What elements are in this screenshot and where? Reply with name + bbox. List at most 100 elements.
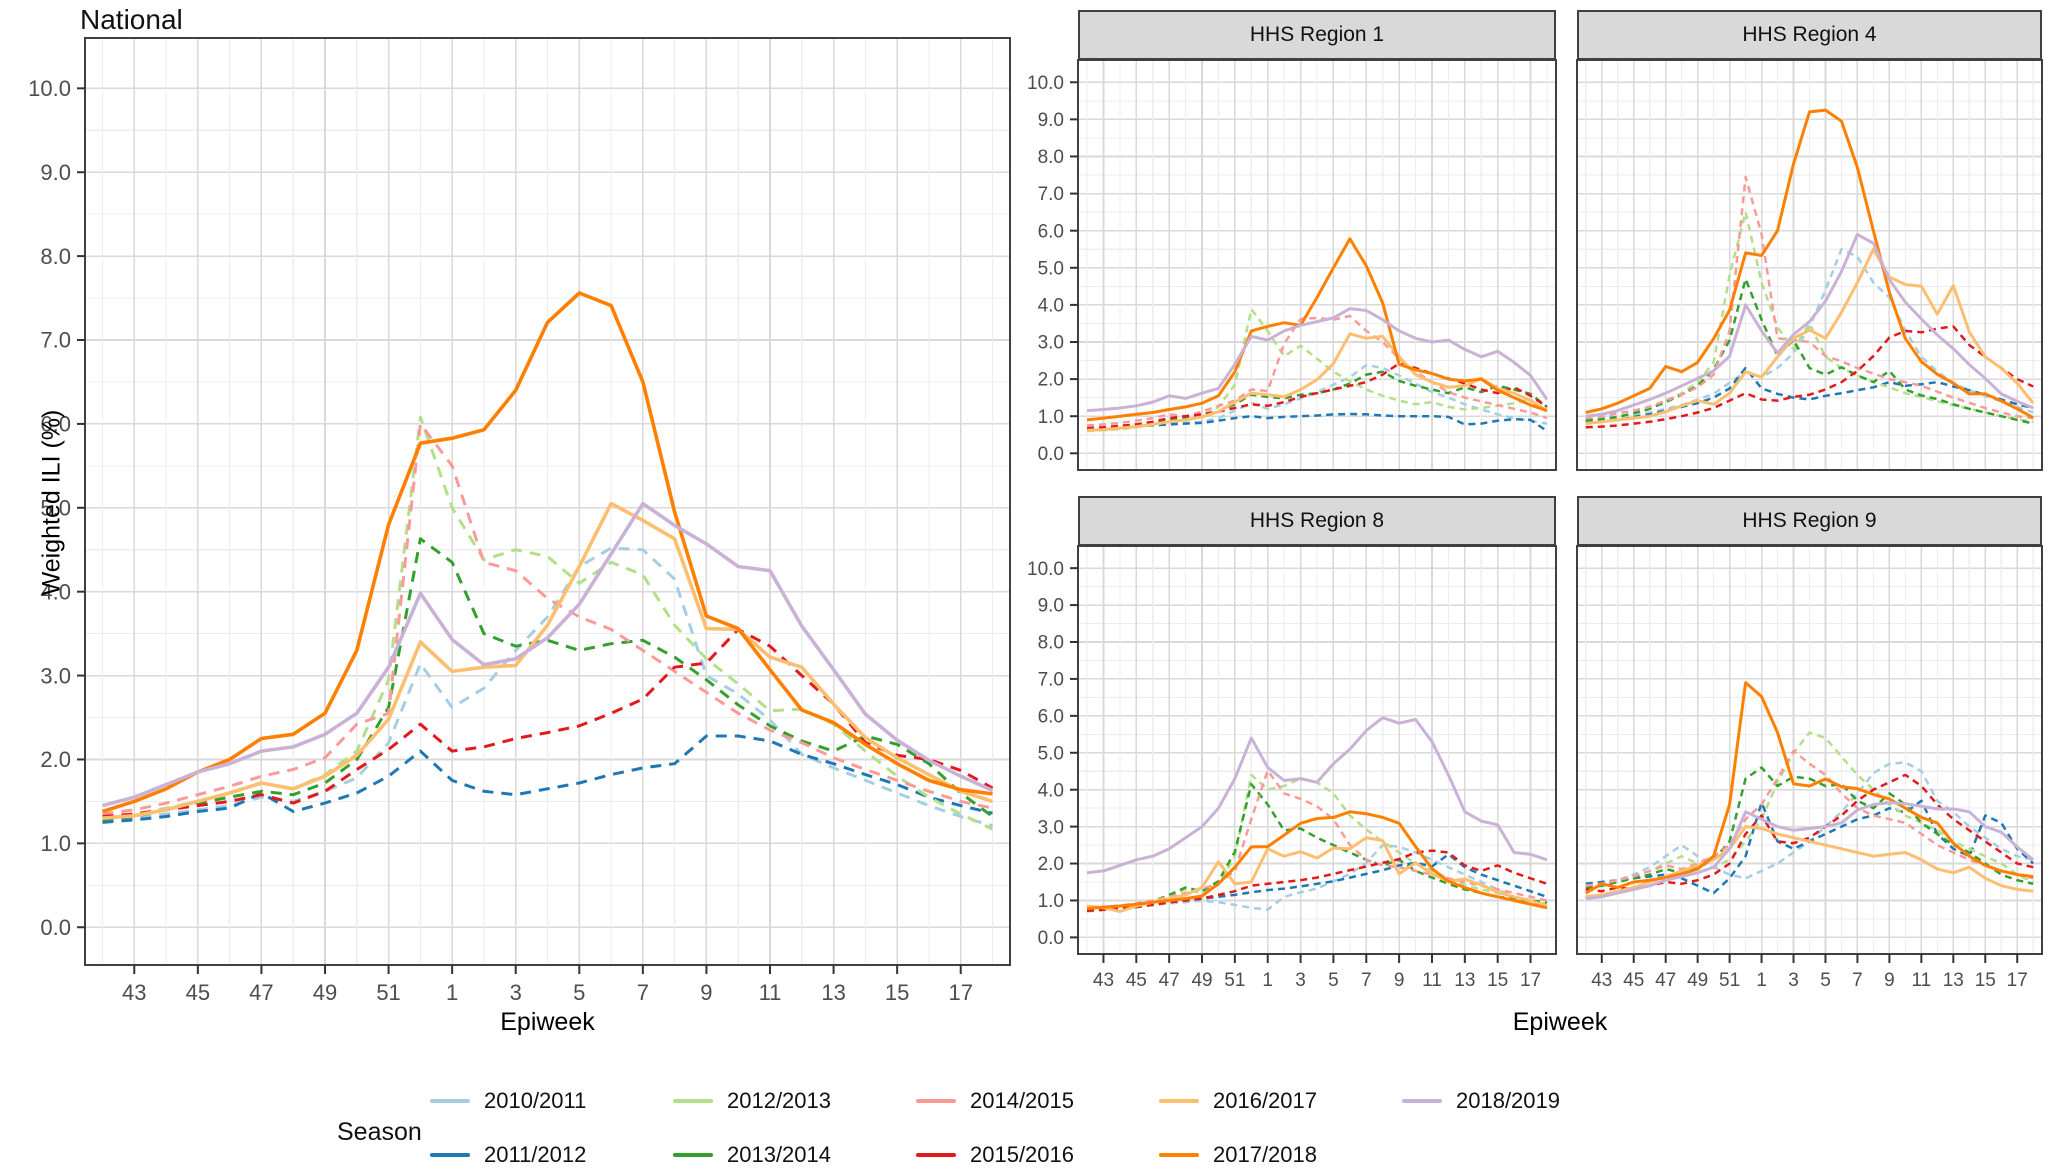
svg-text:43: 43 [1591, 970, 1612, 991]
series-line-2013-2014 [1086, 370, 1548, 431]
series-line-2018-2019 [102, 501, 994, 808]
svg-text:6.0: 6.0 [1038, 221, 1064, 242]
legend-item-label: 2011/2012 [484, 1142, 587, 1167]
legend: Season 2010/2011 2012/2013 2014/2015 201… [330, 1078, 1750, 1173]
legend-item-label: 2018/2019 [1456, 1088, 1560, 1113]
svg-text:5: 5 [1820, 970, 1831, 991]
svg-text:49: 49 [1687, 970, 1708, 991]
legend-line-swatch [430, 1099, 470, 1103]
svg-text:3.0: 3.0 [1038, 333, 1064, 354]
series-line-2016-2017 [102, 501, 994, 820]
svg-text:13: 13 [1943, 970, 1964, 991]
legend-item-2014-2015: 2014/2015 [916, 1088, 1159, 1114]
series-line-2011-2012 [102, 734, 993, 824]
series-lines [1086, 716, 1548, 913]
series-line-2014-2015 [1585, 175, 2034, 420]
svg-text:15: 15 [1975, 970, 1996, 991]
svg-text:3: 3 [1788, 970, 1799, 991]
x-axis-title-regions: Epiweek [1512, 1008, 1608, 1036]
svg-text:49: 49 [1191, 970, 1212, 991]
facet-strip-region-1: HHS Region 1 [1078, 10, 1556, 60]
svg-text:5.0: 5.0 [1038, 258, 1064, 279]
svg-text:1.0: 1.0 [1038, 407, 1064, 428]
axis-ticks-and-labels: 43 45 47 49 51 1 3 5 7 9 11 13 15 17 [1591, 954, 2028, 991]
series-line-2010-2011 [102, 546, 993, 828]
svg-text:51: 51 [1224, 970, 1245, 991]
svg-text:3: 3 [510, 980, 522, 1005]
panel-hhs-region-8: 0.0 1.0 2.0 3.0 4.0 5.0 6.0 7.0 8.0 9.0 10.0 43 45 47… [1027, 545, 1557, 991]
svg-text:0.0: 0.0 [1038, 444, 1064, 465]
svg-text:1: 1 [446, 980, 458, 1005]
national-panel-title: National [80, 4, 183, 35]
series-line-2014-2015 [102, 422, 993, 816]
series-line-2017-2018 [101, 291, 993, 814]
legend-line-swatch [673, 1099, 713, 1103]
svg-text:4.0: 4.0 [40, 579, 71, 604]
svg-text:0.0: 0.0 [40, 915, 71, 940]
legend-item-2010-2011: 2010/2011 [430, 1088, 673, 1114]
series-line-2015-2016 [1585, 325, 2034, 429]
facet-strip-region-9: HHS Region 9 [1577, 496, 2042, 546]
legend-line-swatch [1159, 1153, 1199, 1157]
series-line-2012-2013 [102, 415, 994, 831]
legend-line-swatch [916, 1153, 956, 1157]
svg-text:5.0: 5.0 [40, 495, 71, 520]
series-line-2017-2018 [1086, 237, 1548, 422]
series-line-2014-2015 [1086, 314, 1548, 427]
facet-strip-region-8: HHS Region 8 [1078, 496, 1556, 546]
y-axis-title: Weighted ILI (%) [37, 409, 66, 596]
series-line-2016-2017 [1585, 247, 2035, 426]
svg-text:9: 9 [1884, 970, 1895, 991]
svg-text:17: 17 [2007, 970, 2028, 991]
series-lines [101, 291, 994, 831]
series-line-2017-2018 [1086, 810, 1548, 911]
svg-text:6.0: 6.0 [40, 412, 71, 437]
svg-text:5: 5 [573, 980, 585, 1005]
svg-text:43: 43 [122, 980, 146, 1005]
series-line-2015-2016 [1086, 362, 1548, 430]
svg-text:1: 1 [1756, 970, 1767, 991]
svg-text:5: 5 [1328, 970, 1339, 991]
svg-text:17: 17 [1520, 970, 1541, 991]
panel-hhs-region-4 [1576, 59, 2043, 471]
svg-text:9: 9 [1394, 970, 1405, 991]
svg-text:8.0: 8.0 [40, 244, 71, 269]
series-line-2014-2015 [1086, 769, 1548, 910]
svg-text:9: 9 [700, 980, 712, 1005]
svg-text:4.0: 4.0 [1038, 780, 1064, 801]
svg-text:1.0: 1.0 [1038, 891, 1064, 912]
svg-text:5.0: 5.0 [1038, 743, 1064, 764]
svg-text:8.0: 8.0 [1038, 147, 1064, 168]
svg-text:7: 7 [1361, 970, 1372, 991]
svg-text:7.0: 7.0 [40, 328, 71, 353]
legend-line-swatch [1159, 1099, 1199, 1103]
svg-text:2.0: 2.0 [40, 747, 71, 772]
svg-text:9.0: 9.0 [40, 160, 71, 185]
svg-text:10.0: 10.0 [1027, 559, 1064, 580]
series-line-2014-2015 [1585, 749, 2034, 887]
svg-text:9.0: 9.0 [1038, 596, 1064, 617]
svg-text:11: 11 [759, 980, 782, 1005]
svg-text:3: 3 [1295, 970, 1306, 991]
gridlines [1078, 546, 1556, 954]
series-lines [1086, 237, 1549, 433]
svg-text:6.0: 6.0 [1038, 706, 1064, 727]
svg-text:2.0: 2.0 [1038, 854, 1064, 875]
svg-text:7: 7 [1852, 970, 1863, 991]
series-line-2018-2019 [1086, 307, 1549, 413]
legend-item-2018-2019: 2018/2019 [1402, 1088, 1645, 1114]
series-lines [1585, 681, 2035, 901]
svg-text:7.0: 7.0 [1038, 184, 1064, 205]
svg-text:3.0: 3.0 [40, 663, 71, 688]
svg-text:10.0: 10.0 [28, 76, 71, 101]
legend-item-label: 2010/2011 [484, 1088, 587, 1113]
series-line-2013-2014 [102, 537, 994, 822]
legend-item-label: 2016/2017 [1213, 1088, 1317, 1113]
svg-text:45: 45 [1126, 970, 1147, 991]
svg-text:51: 51 [1719, 970, 1740, 991]
svg-text:17: 17 [948, 980, 972, 1005]
series-line-2015-2016 [1086, 849, 1548, 913]
panel-hhs-region-9: 43 45 47 49 51 1 3 5 7 9 11 13 15 17 [1576, 545, 2043, 991]
